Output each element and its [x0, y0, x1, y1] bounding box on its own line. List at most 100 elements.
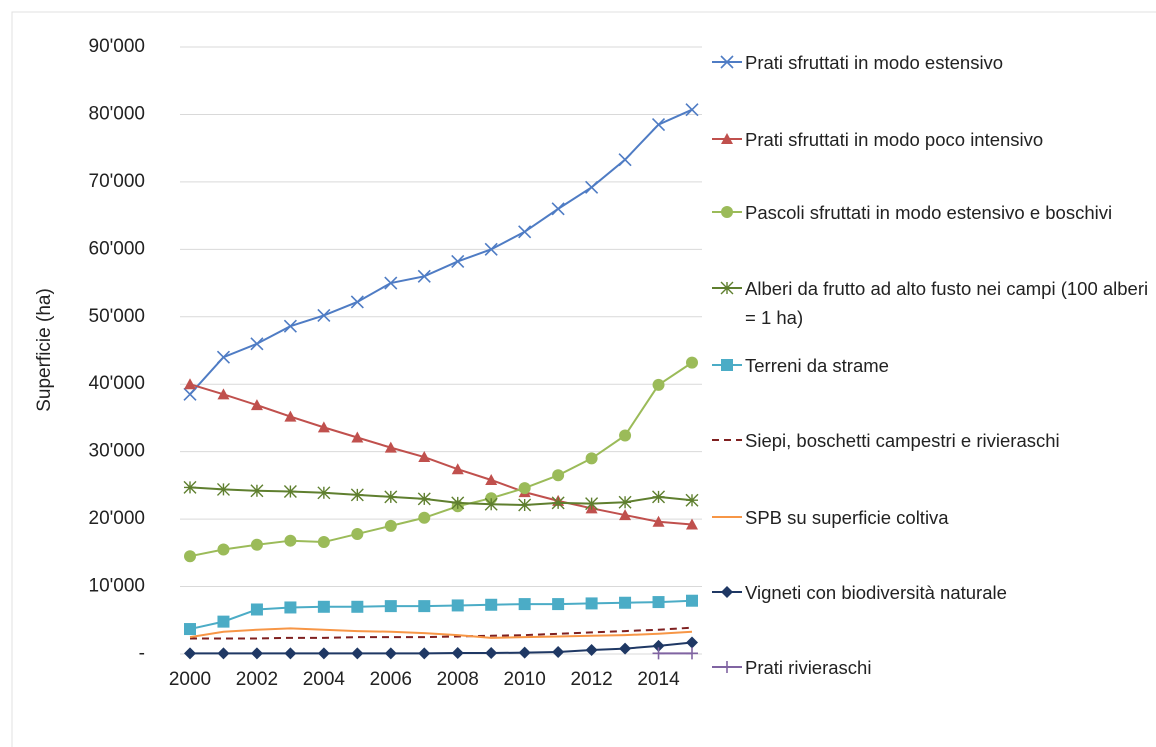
legend-label: Pascoli sfruttati in modo estensivo e bo…	[745, 201, 1113, 223]
marker	[585, 597, 598, 610]
marker	[551, 496, 565, 510]
marker	[451, 496, 465, 510]
series-line	[189, 383, 693, 526]
legend-label: Terreni da strame	[745, 354, 889, 376]
series-line	[189, 627, 693, 639]
marker	[652, 647, 665, 660]
marker	[552, 645, 565, 658]
marker	[619, 429, 632, 442]
legend-label: Prati sfruttati in modo estensivo	[745, 51, 1004, 73]
marker	[652, 515, 665, 527]
series-line	[189, 108, 693, 396]
y-tick-label: 20'000	[89, 508, 145, 529]
marker	[384, 600, 397, 613]
marker	[652, 639, 665, 652]
marker	[418, 647, 431, 660]
y-tick-label: -	[139, 643, 145, 664]
marker	[685, 103, 699, 117]
marker	[518, 482, 531, 495]
y-tick-label: 10'000	[89, 576, 145, 597]
marker	[317, 486, 331, 500]
marker	[351, 527, 364, 540]
marker	[484, 242, 498, 256]
marker	[284, 410, 297, 422]
marker	[451, 599, 464, 612]
marker	[284, 601, 297, 614]
marker	[485, 473, 498, 485]
marker	[721, 359, 733, 371]
marker	[585, 497, 599, 511]
y-tick-label: 60'000	[89, 238, 145, 259]
x-tick-label: 2008	[437, 669, 479, 690]
y-tick-label: 40'000	[89, 373, 145, 394]
series-line	[189, 599, 693, 631]
marker	[351, 600, 364, 613]
marker	[686, 647, 698, 660]
marker	[484, 497, 498, 511]
marker	[351, 647, 364, 660]
marker	[652, 378, 665, 391]
x-tick-label: 2006	[370, 669, 412, 690]
legend-label: SPB su superficie coltiva	[745, 506, 949, 528]
marker	[721, 661, 733, 673]
marker	[552, 469, 565, 482]
marker	[350, 295, 364, 309]
marker	[721, 133, 733, 144]
marker	[652, 596, 665, 609]
marker	[619, 596, 632, 609]
marker	[585, 643, 598, 656]
x-tick-label: 2002	[236, 669, 278, 690]
marker	[250, 647, 263, 660]
marker	[351, 431, 364, 443]
marker	[184, 378, 196, 390]
marker	[518, 498, 532, 512]
marker	[183, 480, 197, 494]
marker	[585, 180, 599, 194]
marker	[418, 511, 431, 524]
marker	[217, 615, 230, 628]
marker	[384, 441, 397, 453]
marker	[652, 490, 666, 504]
x-tick-label: 2014	[637, 669, 680, 690]
marker	[417, 492, 431, 506]
marker	[184, 623, 196, 636]
marker	[518, 598, 531, 611]
frame	[11, 11, 1156, 747]
marker	[720, 55, 734, 69]
marker	[417, 269, 431, 283]
marker	[721, 206, 733, 218]
marker	[250, 337, 264, 351]
y-tick-label: 90'000	[89, 36, 145, 57]
marker	[685, 493, 699, 507]
marker	[418, 600, 431, 613]
marker	[551, 202, 565, 216]
marker	[384, 490, 398, 504]
marker	[184, 647, 196, 660]
legend-label: Prati sfruttati in modo poco intensivo	[745, 128, 1044, 150]
marker	[485, 646, 498, 659]
marker	[619, 509, 632, 521]
marker	[317, 647, 330, 660]
marker	[451, 646, 464, 659]
marker	[217, 388, 230, 400]
marker	[217, 647, 230, 660]
marker	[350, 488, 364, 502]
legend-label: Alberi da frutto ad alto fusto nei campi…	[745, 277, 1149, 328]
marker	[216, 350, 231, 364]
marker	[284, 647, 297, 660]
x-tick-label: 2004	[303, 669, 346, 690]
y-tick-label: 80'000	[89, 103, 145, 124]
marker	[216, 482, 230, 496]
x-tick-label: 2000	[169, 669, 211, 690]
marker	[183, 387, 197, 401]
marker	[720, 281, 734, 295]
legend-label: Prati rivieraschi	[745, 656, 872, 678]
series-line	[189, 486, 693, 506]
marker	[618, 153, 632, 167]
legend-label: Vigneti con biodiversità naturale	[745, 581, 1007, 603]
marker	[250, 538, 263, 551]
x-tick-label: 2010	[504, 669, 546, 690]
marker	[651, 117, 666, 132]
